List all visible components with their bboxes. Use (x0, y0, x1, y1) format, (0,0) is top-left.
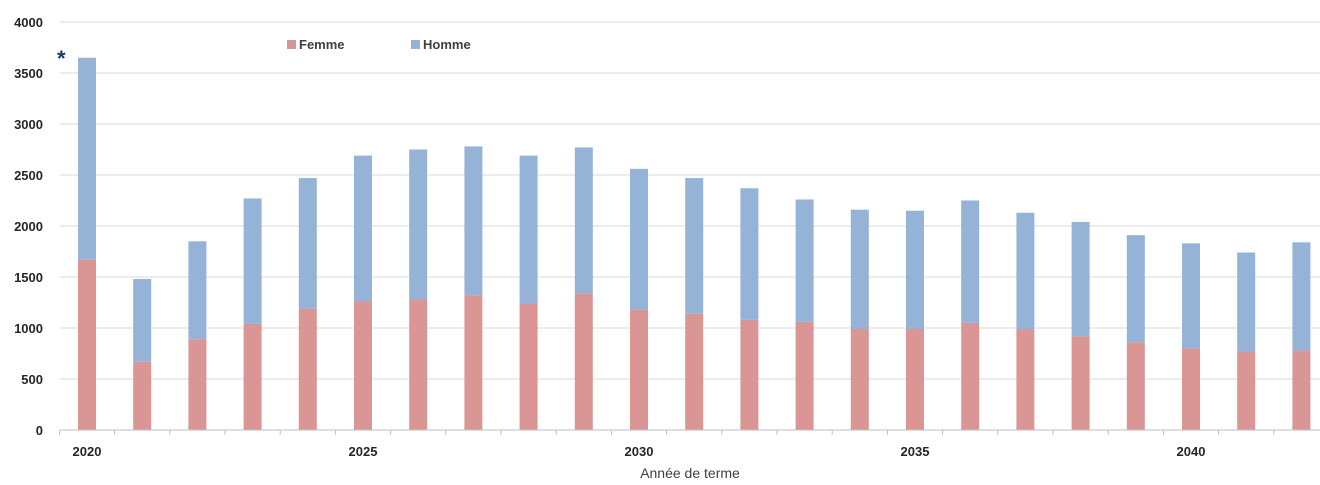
bar-femme-2038 (1071, 336, 1090, 430)
y-tick-label: 1000 (14, 321, 43, 336)
y-tick-label: 0 (36, 423, 43, 438)
legend: Femme Homme (287, 37, 471, 52)
legend-swatch-femme (287, 40, 296, 49)
bar-femme-2026 (409, 299, 428, 430)
bar-femme-2031 (685, 313, 704, 430)
y-axis-ticks: 0 500 1000 1500 2000 2500 3000 3500 4000 (14, 15, 43, 438)
bar-femme-2024 (298, 308, 317, 430)
y-tick-label: 3000 (14, 117, 43, 132)
bar-femme-2033 (795, 321, 814, 430)
bar-femme-2025 (354, 301, 372, 430)
legend-swatch-homme (411, 40, 420, 49)
asterisk-annotation: * (57, 46, 66, 71)
bar-homme-2029 (574, 147, 593, 294)
bar-homme-2040 (1182, 243, 1200, 349)
bar-homme-2025 (354, 155, 372, 302)
bar-homme-2028 (519, 155, 538, 304)
bar-femme-2040 (1182, 348, 1200, 430)
bar-homme-2033 (795, 199, 814, 322)
x-axis (58, 429, 1320, 435)
bar-femme-2041 (1237, 351, 1256, 430)
bar-homme-2021 (133, 279, 152, 362)
bar-homme-2024 (298, 178, 317, 309)
y-tick-label: 1500 (14, 270, 43, 285)
bar-femme-2034 (850, 329, 869, 430)
legend-label-homme: Homme (423, 37, 471, 52)
y-tick-label: 2000 (14, 219, 43, 234)
bar-homme-2042 (1292, 242, 1311, 351)
bar-femme-2036 (961, 322, 980, 430)
x-tick-label: 2030 (625, 444, 654, 459)
bar-homme-2032 (740, 188, 759, 320)
y-tick-label: 3500 (14, 66, 43, 81)
x-axis-ticks: 2020 2025 2030 2035 2040 (73, 444, 1206, 459)
bar-homme-2023 (243, 198, 262, 324)
bar-femme-2023 (243, 323, 262, 430)
x-tick-label: 2020 (73, 444, 102, 459)
bar-homme-2030 (630, 168, 648, 310)
x-tick-label: 2040 (1177, 444, 1206, 459)
bar-femme-2032 (740, 319, 759, 430)
bar-femme-2020 (78, 259, 96, 430)
bar-femme-2029 (574, 293, 593, 430)
bar-femme-2028 (519, 303, 538, 430)
bar-homme-2022 (188, 241, 207, 340)
y-tick-label: 500 (21, 372, 43, 387)
x-tick-label: 2035 (901, 444, 930, 459)
bar-homme-2026 (409, 149, 428, 300)
bars (78, 57, 1311, 430)
legend-label-femme: Femme (299, 37, 345, 52)
bar-homme-2031 (685, 178, 704, 314)
bar-femme-2042 (1292, 350, 1311, 430)
bar-femme-2030 (630, 309, 648, 430)
bar-homme-2037 (1016, 212, 1035, 330)
bar-homme-2034 (850, 209, 869, 330)
bar-homme-2038 (1071, 221, 1090, 337)
bar-homme-2035 (906, 210, 924, 330)
y-tick-label: 2500 (14, 168, 43, 183)
bar-femme-2021 (133, 361, 152, 430)
x-tick-label: 2025 (349, 444, 378, 459)
bar-femme-2039 (1126, 342, 1145, 430)
bar-femme-2022 (188, 339, 207, 430)
x-axis-title: Année de terme (640, 465, 740, 481)
bar-femme-2035 (906, 329, 924, 430)
bar-homme-2020 (78, 57, 96, 260)
bar-homme-2039 (1126, 235, 1145, 343)
bar-homme-2041 (1237, 252, 1256, 352)
bar-femme-2037 (1016, 329, 1035, 430)
y-tick-label: 4000 (14, 15, 43, 30)
bar-homme-2027 (464, 146, 483, 296)
bar-homme-2036 (961, 200, 980, 323)
bar-femme-2027 (464, 295, 483, 430)
